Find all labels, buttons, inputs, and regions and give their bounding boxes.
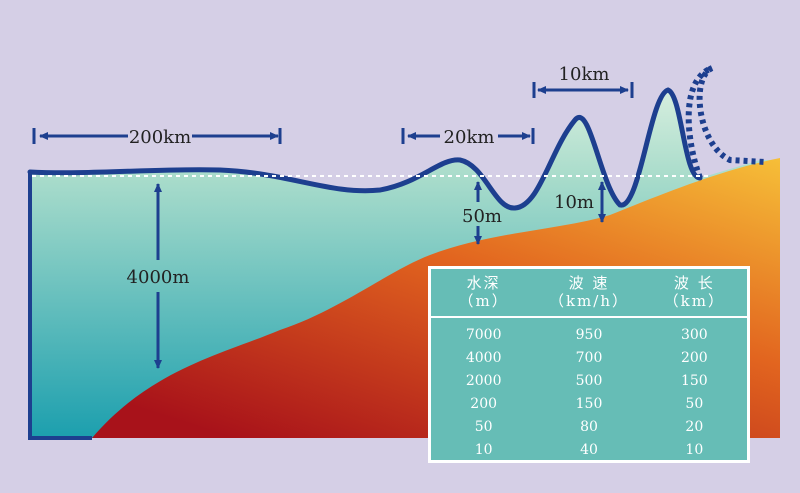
- cell-depth: 4000: [465, 350, 502, 366]
- wavelength-arrow-10km: 10km: [532, 64, 634, 98]
- ocean-wall: [28, 172, 92, 440]
- cell-speed: 150: [575, 396, 603, 412]
- wave-surface: [27, 87, 703, 211]
- cell-speed: 40: [580, 442, 598, 458]
- table-row: 7000 950 300: [431, 324, 747, 347]
- depth-arrow-4000m: 4000m: [127, 183, 190, 369]
- cell-depth: 2000: [465, 373, 502, 389]
- cell-wavelength: 300: [680, 327, 708, 343]
- cell-wavelength: 20: [685, 419, 704, 435]
- wavelength-arrow-20km: 20km: [401, 127, 535, 148]
- cell-depth: 200: [470, 396, 498, 412]
- cell-depth: 7000: [465, 327, 502, 343]
- cell-wavelength: 150: [680, 373, 708, 389]
- depth-arrow-50m: 50m: [462, 181, 502, 245]
- depth-label-10m: 10m: [554, 192, 594, 213]
- cell-speed: 500: [575, 373, 603, 389]
- wave-data-table: 水深 （m） 波 速 （km/h） 波 长 （km） 7000 950 300 …: [428, 266, 750, 463]
- cell-depth: 10: [474, 442, 493, 458]
- cell-wavelength: 10: [685, 442, 704, 458]
- cell-depth: 50: [474, 419, 493, 435]
- table-body: 7000 950 300 4000 700 200 2000 500 150 2…: [431, 318, 747, 462]
- wavelength-label-20km: 20km: [444, 127, 495, 148]
- table-row: 200 150 50: [431, 393, 747, 416]
- header-speed: 波 速 （km/h）: [548, 274, 629, 310]
- table-row: 50 80 20: [431, 416, 747, 439]
- wavelength-arrow-200km: 200km: [32, 127, 282, 148]
- table-header: 水深 （m） 波 速 （km/h） 波 长 （km）: [431, 269, 747, 318]
- cell-speed: 950: [575, 327, 603, 343]
- header-depth: 水深 （m）: [458, 274, 509, 310]
- cell-speed: 700: [575, 350, 603, 366]
- wavelength-label-200km: 200km: [129, 127, 191, 148]
- header-wavelength: 波 长 （km）: [663, 274, 725, 310]
- table-row: 2000 500 150: [431, 370, 747, 393]
- wavelength-label-10km: 10km: [559, 64, 610, 85]
- table-row: 4000 700 200: [431, 347, 747, 370]
- table-row: 10 40 10: [431, 439, 747, 462]
- cell-speed: 80: [580, 419, 598, 435]
- depth-label-4000m: 4000m: [127, 267, 190, 288]
- depth-arrow-10m: 10m: [554, 181, 606, 223]
- breaking-wave-crest: [685, 65, 766, 180]
- cell-wavelength: 200: [680, 350, 708, 366]
- depth-label-50m: 50m: [462, 206, 502, 227]
- cell-wavelength: 50: [685, 396, 704, 412]
